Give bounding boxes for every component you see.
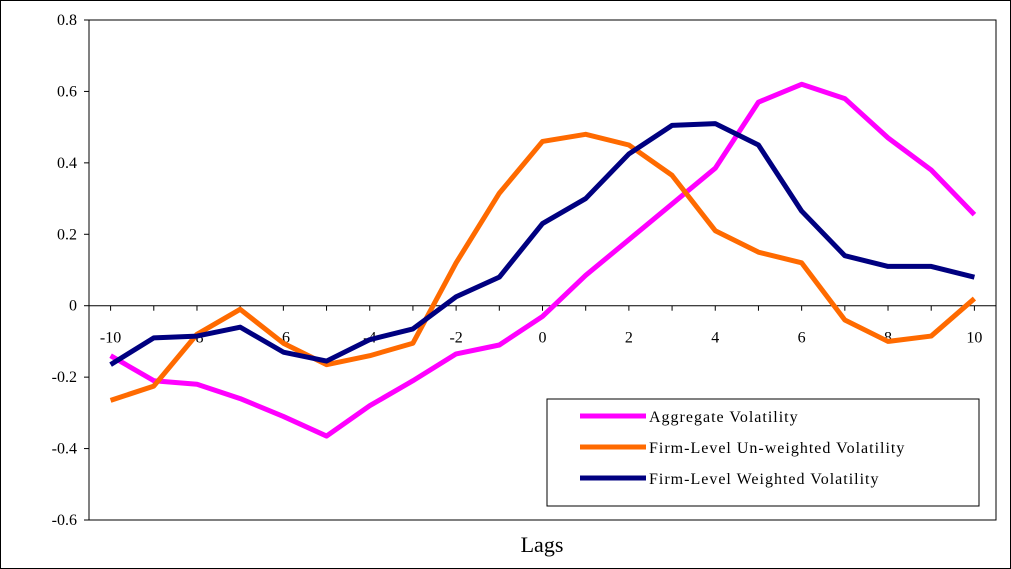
y-tick-label: 0.4 <box>57 155 77 172</box>
plot-area <box>88 19 997 521</box>
x-tick-label: -10 <box>100 330 121 347</box>
legend-label: Aggregate Volatility <box>649 409 799 426</box>
x-tick-label: 8 <box>884 330 892 347</box>
y-tick-label: 0.6 <box>57 83 77 100</box>
y-tick-label: -0.6 <box>52 512 77 529</box>
x-tick-label: 2 <box>625 330 633 347</box>
y-axis: 0.8 0.6 0.4 0.2 0 -0.2 -0.4 -0.6 <box>52 12 89 529</box>
y-tick-label: 0.2 <box>57 226 77 243</box>
x-tick-label: 10 <box>966 330 982 347</box>
series-line-1 <box>109 81 977 439</box>
legend: Aggregate Volatility Firm-Level Un-weight… <box>546 398 980 507</box>
x-tick-label: 4 <box>711 330 719 347</box>
x-tick-label: 6 <box>798 330 806 347</box>
series-group <box>109 81 977 439</box>
y-tick-label: 0 <box>69 298 77 315</box>
x-tick-label: 0 <box>539 330 547 347</box>
y-tick-label: -0.2 <box>52 369 77 386</box>
y-tick-label: 0.8 <box>57 12 77 29</box>
x-tick-label: -2 <box>449 330 462 347</box>
y-tick-label: -0.4 <box>52 441 77 458</box>
legend-label: Firm-Level Weighted Volatility <box>649 471 879 488</box>
series-line-2 <box>109 131 977 403</box>
x-axis-title: Lags <box>521 532 564 557</box>
legend-label: Firm-Level Un-weighted Volatility <box>649 440 905 457</box>
series-line-3 <box>109 121 976 367</box>
